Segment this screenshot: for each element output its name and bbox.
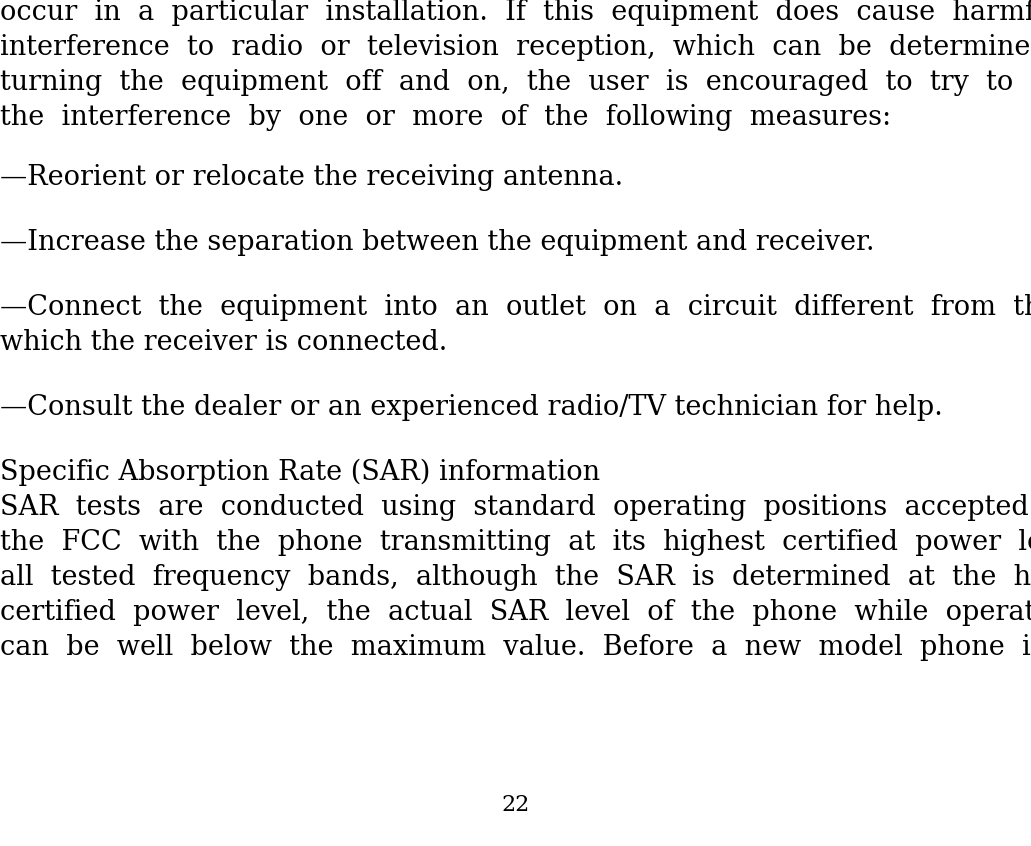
Text: —Reorient or relocate the receiving antenna.: —Reorient or relocate the receiving ante… [0, 164, 623, 191]
Text: occur  in  a  particular  installation.  If  this  equipment  does  cause  harmf: occur in a particular installation. If t… [0, 0, 1031, 26]
Text: 22: 22 [501, 794, 530, 816]
Text: turning  the  equipment  off  and  on,  the  user  is  encouraged  to  try  to  : turning the equipment off and on, the us… [0, 69, 1031, 96]
Text: which the receiver is connected.: which the receiver is connected. [0, 329, 447, 356]
Text: all  tested  frequency  bands,  although  the  SAR  is  determined  at  the  hig: all tested frequency bands, although the… [0, 564, 1031, 591]
Text: certified  power  level,  the  actual  SAR  level  of  the  phone  while  operat: certified power level, the actual SAR le… [0, 599, 1031, 626]
Text: —Consult the dealer or an experienced radio/TV technician for help.: —Consult the dealer or an experienced ra… [0, 394, 942, 421]
Text: the  FCC  with  the  phone  transmitting  at  its  highest  certified  power  le: the FCC with the phone transmitting at i… [0, 529, 1031, 556]
Text: —Increase the separation between the equipment and receiver.: —Increase the separation between the equ… [0, 229, 874, 256]
Text: the  interference  by  one  or  more  of  the  following  measures:: the interference by one or more of the f… [0, 104, 891, 131]
Text: —Connect  the  equipment  into  an  outlet  on  a  circuit  different  from  tha: —Connect the equipment into an outlet on… [0, 294, 1031, 321]
Text: SAR  tests  are  conducted  using  standard  operating  positions  accepted  by: SAR tests are conducted using standard o… [0, 494, 1031, 521]
Text: interference  to  radio  or  television  reception,  which  can  be  determined : interference to radio or television rece… [0, 34, 1031, 61]
Text: Specific Absorption Rate (SAR) information: Specific Absorption Rate (SAR) informati… [0, 459, 600, 486]
Text: can  be  well  below  the  maximum  value.  Before  a  new  model  phone  is  a: can be well below the maximum value. Bef… [0, 634, 1031, 661]
